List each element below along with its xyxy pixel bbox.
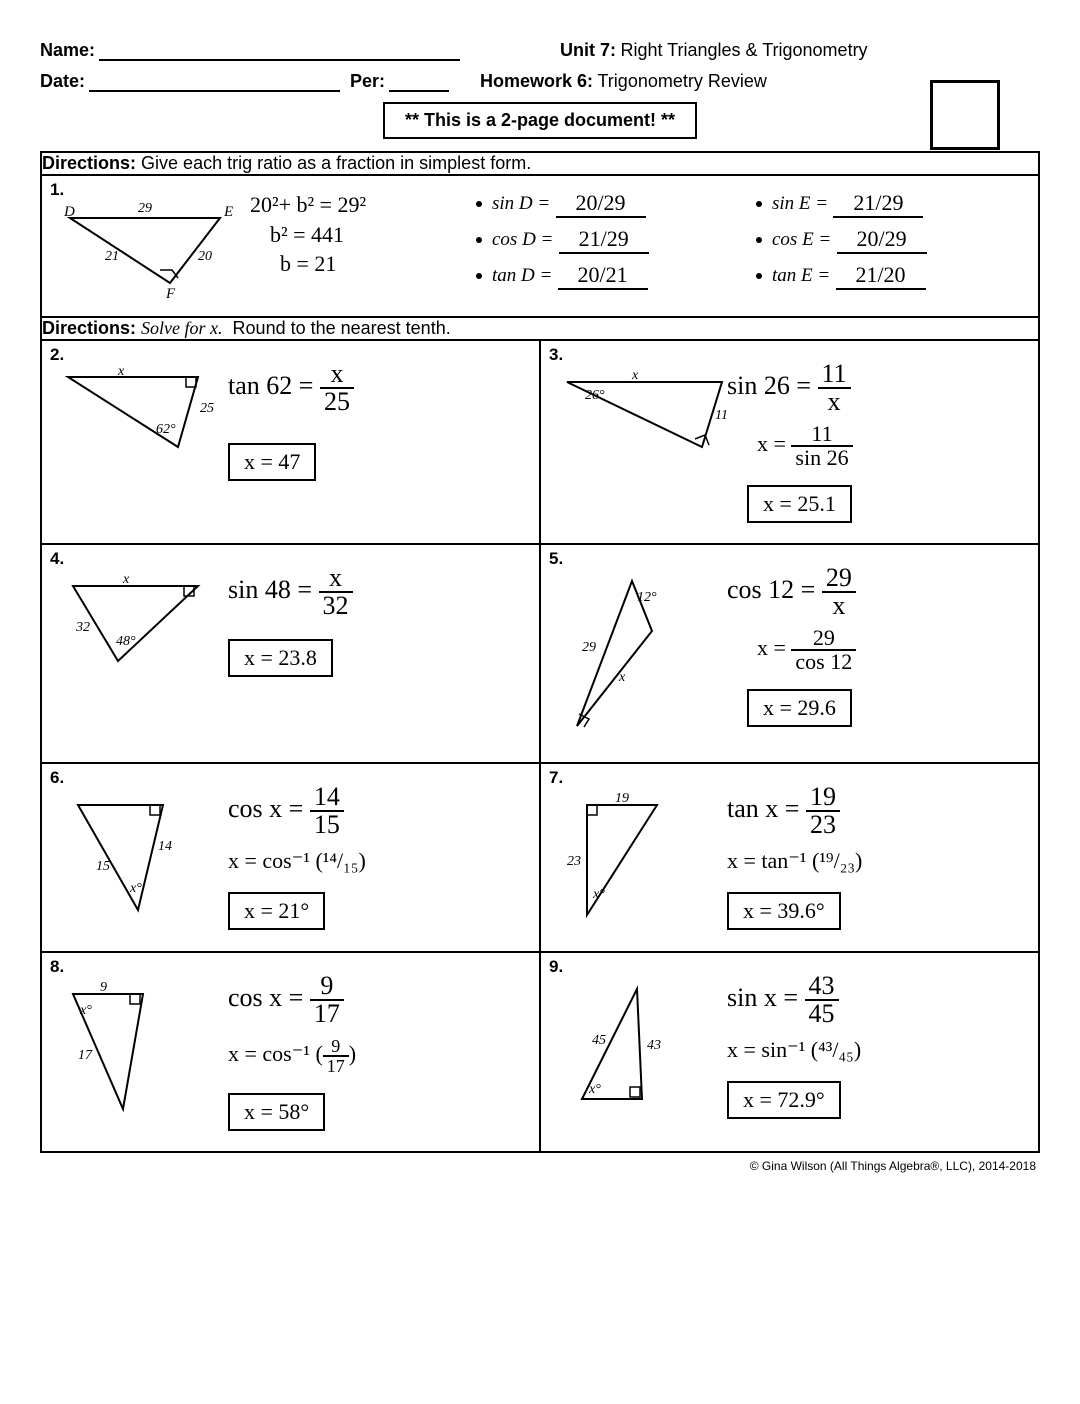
name-label: Name:: [40, 40, 95, 61]
svg-text:43: 43: [647, 1038, 661, 1053]
hw-label: Homework 6:: [480, 71, 593, 91]
p2-work: tan 62 = x25 x = 47: [220, 347, 531, 489]
problem-8: 8. 9 x° 17 cos x = 917: [42, 953, 539, 1151]
p7-answer: x = 39.6°: [727, 892, 841, 930]
svg-text:26°: 26°: [585, 388, 605, 403]
p4-triangle: x 32 48°: [50, 551, 220, 690]
problem-4-number: 4.: [50, 549, 64, 569]
p1-work: 20²+ b² = 29² b² = 441 b = 21: [250, 182, 470, 303]
p8-triangle: 9 x° 17: [50, 959, 220, 1139]
p2-answer: x = 47: [228, 443, 316, 481]
date-label: Date:: [40, 71, 85, 92]
hw-title: Trigonometry Review: [597, 71, 766, 91]
unit-label: Unit 7:: [560, 40, 616, 60]
banner-text: ** This is a 2-page document! **: [383, 102, 697, 139]
p9-work: sin x = 4345 x = sin⁻¹ (⁴³/₄₅) x = 72.9°: [719, 959, 1030, 1128]
p4-answer: x = 23.8: [228, 639, 333, 677]
problem-3-number: 3.: [549, 345, 563, 365]
directions-2: Directions: Solve for x. Round to the ne…: [41, 317, 1039, 340]
name-row: Name: Unit 7: Right Triangles & Trigonom…: [40, 40, 950, 61]
problem-7-number: 7.: [549, 768, 563, 788]
problem-2: 2. x 25 62° tan 62 = x25: [42, 341, 539, 521]
svg-text:9: 9: [100, 980, 107, 995]
banner: ** This is a 2-page document! **: [40, 102, 1040, 139]
svg-text:19: 19: [615, 791, 629, 806]
p4-work: sin 48 = x32 x = 23.8: [220, 551, 531, 690]
svg-text:x: x: [117, 364, 125, 379]
svg-text:x°: x°: [588, 1082, 601, 1097]
p5-answer: x = 29.6: [747, 689, 852, 727]
svg-text:62°: 62°: [156, 422, 176, 437]
svg-text:x: x: [631, 368, 639, 383]
svg-text:x°: x°: [79, 1003, 92, 1018]
svg-text:32: 32: [75, 620, 90, 635]
problems-grid: Directions: Give each trig ratio as a fr…: [40, 151, 1040, 1153]
name-blank[interactable]: [99, 43, 460, 61]
p7-triangle: 19 23 x°: [549, 770, 719, 939]
problem-2-number: 2.: [50, 345, 64, 365]
svg-text:14: 14: [158, 839, 172, 854]
problem-4: 4. x 32 48° sin 48 = x32: [42, 545, 539, 702]
svg-text:29: 29: [582, 640, 596, 655]
problem-5-number: 5.: [549, 549, 563, 569]
problem-8-number: 8.: [50, 957, 64, 977]
problem-3: 3. x 26° 11 sin 26 = 11x: [541, 341, 1038, 543]
p5-triangle: 12° 29 x: [549, 551, 719, 750]
p1-triangle: D E F 29 21 20: [50, 182, 250, 303]
svg-text:29: 29: [138, 201, 152, 216]
svg-text:21: 21: [105, 249, 119, 264]
p3-work: sin 26 = 11x x = 11sin 26 x = 25.1: [719, 347, 1030, 531]
p3-triangle: x 26° 11: [549, 347, 719, 531]
score-box[interactable]: [930, 80, 1000, 150]
problem-1: 1. D E F 29 21 20: [42, 176, 1038, 316]
header: Name: Unit 7: Right Triangles & Trigonom…: [40, 40, 1040, 92]
p9-triangle: 45 43 x°: [549, 959, 719, 1128]
per-label: Per:: [350, 71, 385, 92]
svg-text:20: 20: [198, 249, 212, 264]
svg-text:17: 17: [78, 1048, 93, 1063]
per-blank[interactable]: [389, 76, 449, 92]
svg-text:D: D: [63, 204, 75, 220]
date-row: Date: Per: Homework 6: Trigonometry Revi…: [40, 71, 950, 92]
svg-text:x°: x°: [129, 881, 142, 896]
p1-ratios: sin D = 20/29 sin E = 21/29 cos D = 21/2…: [470, 182, 1030, 303]
svg-text:23: 23: [567, 854, 581, 869]
copyright: © Gina Wilson (All Things Algebra®, LLC)…: [40, 1159, 1040, 1173]
problem-5: 5. 12° 29 x cos 12 = 29x: [541, 545, 1038, 762]
svg-text:x: x: [618, 670, 626, 685]
p7-work: tan x = 1923 x = tan⁻¹ (¹⁹/₂₃) x = 39.6°: [719, 770, 1030, 939]
problem-6-number: 6.: [50, 768, 64, 788]
date-blank[interactable]: [89, 74, 340, 92]
p5-work: cos 12 = 29x x = 29cos 12 x = 29.6: [719, 551, 1030, 750]
svg-text:25: 25: [200, 401, 214, 416]
p3-answer: x = 25.1: [747, 485, 852, 523]
p8-work: cos x = 917 x = cos⁻¹ (917) x = 58°: [220, 959, 531, 1139]
svg-text:F: F: [165, 286, 176, 302]
p6-work: cos x = 1415 x = cos⁻¹ (¹⁴/₁₅) x = 21°: [220, 770, 531, 939]
p6-triangle: 14 15 x°: [50, 770, 220, 939]
p2-triangle: x 25 62°: [50, 347, 220, 489]
p8-answer: x = 58°: [228, 1093, 325, 1131]
p9-answer: x = 72.9°: [727, 1081, 841, 1119]
p6-answer: x = 21°: [228, 892, 325, 930]
unit-title: Right Triangles & Trigonometry: [620, 40, 867, 60]
problem-9-number: 9.: [549, 957, 563, 977]
svg-text:48°: 48°: [116, 634, 136, 649]
svg-text:45: 45: [592, 1033, 606, 1048]
svg-text:15: 15: [96, 859, 110, 874]
svg-text:12°: 12°: [637, 590, 657, 605]
svg-text:x: x: [122, 572, 130, 587]
problem-1-number: 1.: [50, 180, 64, 200]
worksheet-page: Name: Unit 7: Right Triangles & Trigonom…: [40, 40, 1040, 1173]
directions-1: Directions: Give each trig ratio as a fr…: [41, 152, 1039, 175]
problem-7: 7. 19 23 x° tan x = 1923: [541, 764, 1038, 951]
problem-9: 9. 45 43 x° sin x = 4345: [541, 953, 1038, 1140]
svg-text:E: E: [223, 204, 233, 220]
svg-text:x°: x°: [592, 887, 605, 902]
problem-6: 6. 14 15 x° cos x = 1415: [42, 764, 539, 951]
